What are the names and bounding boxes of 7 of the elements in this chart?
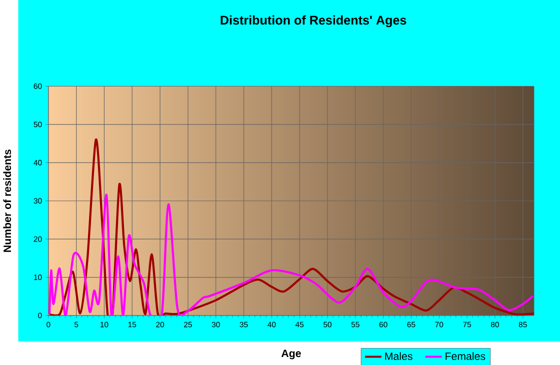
chart-title: Distribution of Residents' Ages: [220, 15, 406, 27]
y-axis-title: Number of residents: [3, 149, 12, 252]
legend-label: Males: [385, 352, 412, 360]
line-series: [48, 193, 534, 316]
legend-label: Females: [446, 352, 486, 360]
x-axis-title: Age: [281, 349, 301, 360]
line-series: [48, 138, 534, 316]
